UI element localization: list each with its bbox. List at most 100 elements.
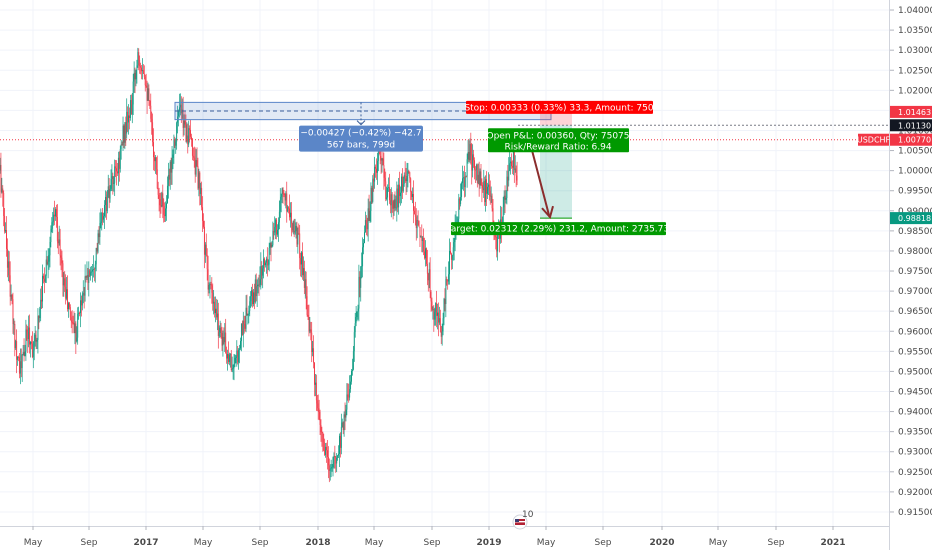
candle-body	[155, 157, 156, 161]
candle-body	[312, 348, 313, 352]
stop-zone[interactable]	[540, 112, 572, 125]
candle-body	[473, 154, 474, 160]
candle-body	[132, 104, 133, 114]
candle-body	[89, 270, 90, 275]
candle-body	[165, 208, 166, 216]
candle-body	[281, 197, 282, 200]
candle-body	[239, 348, 240, 349]
candle-body	[230, 354, 231, 355]
candle-body	[304, 268, 305, 288]
candle-body	[143, 70, 144, 74]
candle-body	[371, 188, 372, 202]
candle-body	[406, 179, 407, 181]
y-tick-label: 0.93500	[898, 428, 932, 438]
measure-label-line2: 567 bars, 799d	[327, 141, 395, 151]
candle-body	[240, 341, 241, 348]
candle-body	[6, 230, 7, 249]
candle-body	[436, 303, 437, 316]
candle-body	[176, 123, 177, 142]
candle-body	[204, 227, 205, 255]
candle-body	[271, 243, 272, 247]
candle-body	[512, 166, 513, 167]
candle-body	[308, 315, 309, 317]
candle-body	[227, 354, 228, 358]
candle-body	[254, 292, 255, 302]
candle-body	[18, 357, 19, 358]
stop-label: Stop: 0.00333 (0.33%) 33.3, Amount: 750	[464, 103, 653, 113]
candle-body	[302, 252, 303, 275]
candle-body	[164, 215, 165, 216]
candle-body	[275, 220, 276, 227]
candle-body	[136, 65, 137, 69]
candle-body	[115, 166, 116, 168]
candle-body	[355, 323, 356, 332]
candle-body	[172, 158, 173, 173]
candle-body	[123, 126, 124, 146]
candle-body	[372, 179, 373, 202]
candle-body	[510, 162, 511, 164]
candle-body	[368, 208, 369, 229]
candle-body	[325, 447, 326, 455]
candle-body	[505, 196, 506, 200]
candle-body	[200, 188, 201, 194]
candle-body	[470, 144, 471, 156]
candle-body	[461, 183, 462, 197]
candle-body	[198, 166, 199, 188]
candle-body	[14, 324, 15, 348]
candle-body	[370, 211, 371, 221]
candle-body	[420, 237, 421, 238]
candle-body	[38, 316, 39, 318]
candle-body	[153, 142, 154, 157]
candle-body	[318, 403, 319, 408]
candle-body	[222, 337, 223, 346]
candle-body	[396, 189, 397, 208]
candle-body	[170, 162, 171, 180]
candle-body	[91, 272, 92, 273]
candle-body	[117, 171, 118, 173]
candle-body	[488, 185, 489, 187]
candle-body	[106, 197, 107, 211]
candle-body	[235, 358, 236, 364]
candle-body	[4, 216, 5, 231]
candle-body	[111, 176, 112, 179]
candle-body	[259, 279, 260, 285]
candle-body	[68, 303, 69, 309]
candle-body	[334, 456, 335, 457]
candle-body	[237, 351, 238, 363]
candle-body	[272, 245, 273, 248]
candle-body	[352, 370, 353, 371]
candle-body	[247, 314, 248, 315]
candle-body	[392, 194, 393, 201]
candle-body	[447, 280, 448, 281]
y-tick-label: 1.02000	[898, 86, 932, 96]
candle-body	[189, 128, 190, 130]
candle-body	[233, 368, 234, 369]
candle-body	[361, 266, 362, 267]
candle-body	[98, 233, 99, 251]
candle-body	[386, 197, 387, 199]
candle-body	[114, 166, 115, 182]
candle-body	[467, 159, 468, 176]
candle-body	[116, 168, 117, 171]
candle-body	[214, 302, 215, 313]
candle-body	[241, 323, 242, 341]
candle-body	[228, 354, 229, 362]
candle-body	[296, 226, 297, 244]
candle-body	[59, 239, 60, 243]
candle-body	[451, 254, 452, 260]
candle-body	[346, 394, 347, 409]
candle-body	[360, 267, 361, 288]
candle-body	[414, 211, 415, 214]
candle-body	[481, 171, 482, 185]
candle-body	[359, 277, 360, 288]
candle-body	[131, 100, 132, 114]
candle-body	[387, 188, 388, 198]
candle-body	[61, 255, 62, 257]
candle-body	[83, 293, 84, 294]
candle-body	[273, 231, 274, 233]
candle-body	[300, 258, 301, 264]
candle-body	[490, 191, 491, 197]
